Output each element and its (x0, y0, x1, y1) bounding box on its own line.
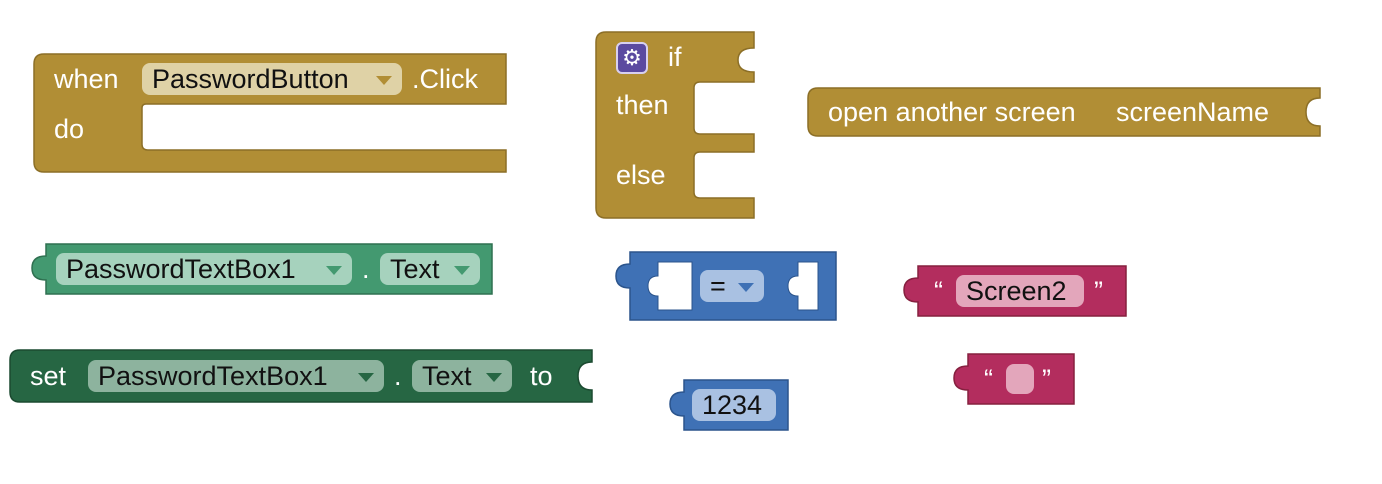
close-quote: ” (1042, 364, 1051, 394)
number-value: 1234 (702, 390, 763, 420)
open-quote: “ (984, 364, 993, 394)
compare-block[interactable]: = (612, 250, 840, 322)
screen-name-param-label: screenName (1116, 97, 1270, 127)
number-value-field[interactable]: 1234 (692, 389, 776, 421)
component-getter-block[interactable]: PasswordTextBox1 . Text (30, 242, 496, 298)
property-dropdown[interactable]: Text (412, 360, 512, 392)
component-dropdown[interactable]: PasswordButton (142, 63, 402, 95)
set-label: set (30, 361, 67, 391)
component-dropdown-value: PasswordTextBox1 (66, 254, 296, 284)
do-label: do (54, 114, 85, 144)
component-dropdown[interactable]: PasswordTextBox1 (56, 253, 352, 285)
gear-icon[interactable]: ⚙ (616, 42, 648, 74)
empty-text-value-field[interactable] (1006, 364, 1034, 394)
property-dropdown-value: Text (390, 254, 440, 284)
when-label: when (54, 64, 119, 94)
property-dropdown-value: Text (422, 361, 472, 391)
empty-text-string-block[interactable]: “ ” (948, 352, 1078, 408)
text-value: Screen2 (966, 276, 1067, 306)
chevron-down-icon (486, 373, 502, 382)
component-setter-block[interactable]: set PasswordTextBox1 . Text to (9, 348, 596, 408)
component-dropdown[interactable]: PasswordTextBox1 (88, 360, 384, 392)
close-quote: ” (1094, 276, 1103, 306)
open-screen-block-shape (807, 87, 1321, 137)
to-label: to (530, 361, 553, 391)
chevron-down-icon (454, 266, 470, 275)
then-label: then (616, 90, 669, 120)
if-then-else-block[interactable]: ⚙ if then else (595, 31, 756, 222)
open-another-screen-label: open another screen (828, 97, 1076, 127)
event-name-label: .Click (412, 64, 478, 94)
chevron-down-icon (326, 266, 342, 275)
text-value-field[interactable]: Screen2 (956, 275, 1084, 307)
operator-dropdown[interactable]: = (700, 270, 764, 302)
if-block-shape (595, 31, 755, 219)
dot-label: . (362, 254, 370, 284)
if-label: if (668, 42, 682, 72)
chevron-down-icon (738, 283, 754, 292)
text-string-block[interactable]: “ Screen2 ” (898, 264, 1130, 320)
chevron-down-icon (376, 76, 392, 85)
when-click-event-block[interactable]: when PasswordButton .Click do (33, 53, 508, 174)
open-another-screen-block[interactable]: open another screen screenName (807, 87, 1324, 140)
chevron-down-icon (358, 373, 374, 382)
component-dropdown-value: PasswordTextBox1 (98, 361, 328, 391)
number-block[interactable]: 1234 (664, 378, 792, 434)
open-quote: “ (934, 276, 943, 306)
dot-label: . (394, 361, 402, 391)
component-dropdown-value: PasswordButton (152, 64, 349, 94)
operator-dropdown-value: = (710, 271, 726, 301)
property-dropdown[interactable]: Text (380, 253, 480, 285)
else-label: else (616, 160, 666, 190)
